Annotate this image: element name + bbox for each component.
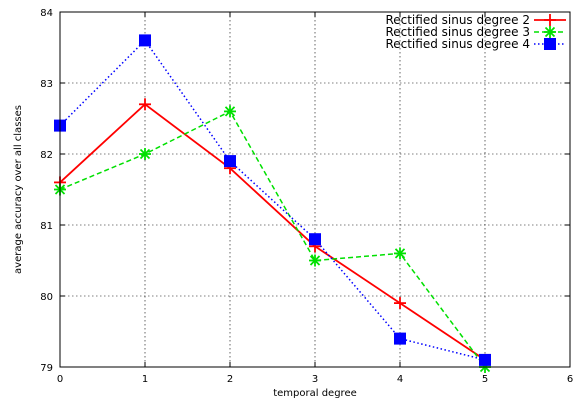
marker-stroke bbox=[394, 248, 406, 259]
data-point bbox=[224, 155, 236, 168]
y-tick-label: 83 bbox=[40, 79, 53, 90]
data-point bbox=[139, 148, 151, 160]
x-tick-label: 3 bbox=[312, 374, 318, 385]
series-line bbox=[59, 103, 486, 361]
y-tick-label: 80 bbox=[40, 292, 53, 303]
x-tick-label: 4 bbox=[397, 374, 403, 385]
legend-item: Rectified sinus degree 2 bbox=[385, 13, 566, 27]
data-point bbox=[139, 34, 151, 47]
y-axis-title: average accuracy over all classes bbox=[13, 105, 24, 274]
legend-label: Rectified sinus degree 4 bbox=[385, 37, 530, 51]
legend-marker bbox=[544, 26, 556, 38]
marker-stroke bbox=[544, 26, 556, 38]
series-3 bbox=[54, 34, 491, 366]
series-1 bbox=[54, 98, 491, 366]
x-tick-label: 0 bbox=[57, 374, 63, 385]
grid bbox=[60, 12, 570, 367]
x-tick-label: 5 bbox=[482, 374, 488, 385]
y-tick-label: 81 bbox=[40, 221, 53, 232]
x-tick-label: 2 bbox=[227, 374, 233, 385]
series-line bbox=[59, 39, 486, 361]
legend-label: Rectified sinus degree 2 bbox=[385, 13, 530, 27]
series-group bbox=[54, 34, 491, 373]
y-tick-label: 84 bbox=[40, 8, 53, 19]
data-point bbox=[394, 247, 406, 260]
data-point bbox=[479, 353, 491, 366]
axis-ticks: 0 1 2 3 4 5 6 79 80 81 82 83 84 bbox=[40, 8, 573, 385]
x-axis-title: temporal degree bbox=[273, 388, 357, 399]
legend-marker bbox=[544, 14, 556, 26]
x-tick-label: 1 bbox=[142, 374, 148, 385]
plot-area-frame bbox=[59, 11, 571, 368]
data-point bbox=[309, 233, 321, 246]
y-tick-label: 82 bbox=[40, 150, 53, 161]
marker-stroke bbox=[309, 255, 321, 266]
legend-item: Rectified sinus degree 3 bbox=[385, 25, 566, 39]
data-point bbox=[394, 332, 406, 345]
data-point bbox=[309, 254, 321, 267]
legend-label: Rectified sinus degree 3 bbox=[385, 25, 530, 39]
series-line bbox=[59, 110, 486, 368]
marker-stroke bbox=[224, 106, 236, 117]
data-point bbox=[139, 98, 151, 111]
marker-stroke bbox=[139, 148, 151, 160]
data-point bbox=[394, 297, 406, 310]
x-tick-label: 6 bbox=[567, 374, 573, 385]
legend-item: Rectified sinus degree 4 bbox=[385, 37, 566, 51]
series-2 bbox=[54, 105, 491, 373]
y-tick-label: 79 bbox=[40, 363, 53, 374]
legend-marker bbox=[544, 38, 556, 50]
data-point bbox=[224, 105, 236, 118]
